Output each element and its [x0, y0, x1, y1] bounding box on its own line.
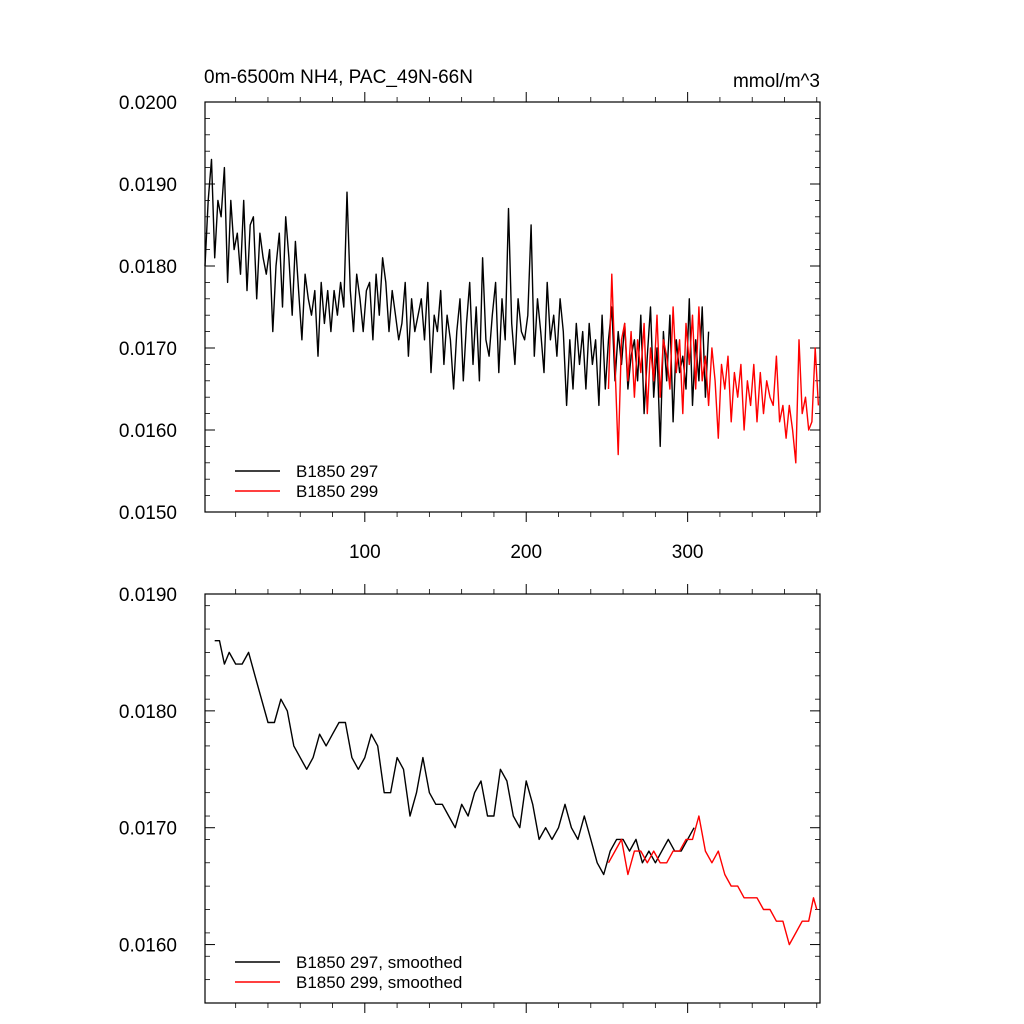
bottom-legend: B1850 297, smoothed B1850 299, smoothed	[235, 953, 462, 992]
top-axis-ticks: 0.0150 0.0160 0.0170 0.0180 0.0190 0.0200 100 2…	[119, 92, 820, 563]
x-tick-label: 200	[510, 542, 542, 563]
y-tick-label: 0.0180	[119, 257, 177, 278]
y-tick-label: 0.0180	[119, 702, 177, 723]
y-tick-label: 0.0150	[119, 503, 177, 524]
y-tick-label: 0.0170	[119, 819, 177, 840]
y-tick-label: 0.0190	[119, 585, 177, 606]
legend-label-b1850-299: B1850 299	[296, 482, 378, 501]
top-legend: B1850 297 B1850 299	[235, 462, 378, 501]
x-tick-label: 100	[349, 542, 381, 563]
top-chart-title: 0m-6500m NH4, PAC_49N-66N	[204, 67, 473, 88]
bottom-plot-frame	[204, 593, 821, 1004]
x-tick-label: 300	[672, 542, 704, 563]
y-tick-label: 0.0160	[119, 936, 177, 957]
y-tick-label: 0.0170	[119, 339, 177, 360]
top-plot-frame	[204, 101, 821, 513]
y-tick-label: 0.0190	[119, 175, 177, 196]
bottom-series	[214, 640, 818, 946]
series-line-b1850-299	[607, 273, 820, 464]
top-panel: 0m-6500m NH4, PAC_49N-66N mmol/m^3 0.015…	[119, 67, 821, 563]
series-line-b1850-299-smoothed	[607, 815, 818, 946]
y-tick-label: 0.0200	[119, 93, 177, 114]
top-series	[204, 158, 820, 464]
top-chart-units: mmol/m^3	[733, 71, 820, 92]
bottom-panel: 0.0160 0.0170 0.0180 0.0190 B1850 297, smoo…	[119, 584, 821, 1013]
legend-label-b1850-297: B1850 297	[296, 462, 378, 481]
series-line-b1850-297-smoothed	[214, 640, 695, 876]
bottom-axis-ticks: 0.0160 0.0170 0.0180 0.0190	[119, 584, 820, 1013]
legend-label-b1850-299-smoothed: B1850 299, smoothed	[296, 973, 462, 992]
legend-label-b1850-297-smoothed: B1850 297, smoothed	[296, 953, 462, 972]
y-tick-label: 0.0160	[119, 421, 177, 442]
